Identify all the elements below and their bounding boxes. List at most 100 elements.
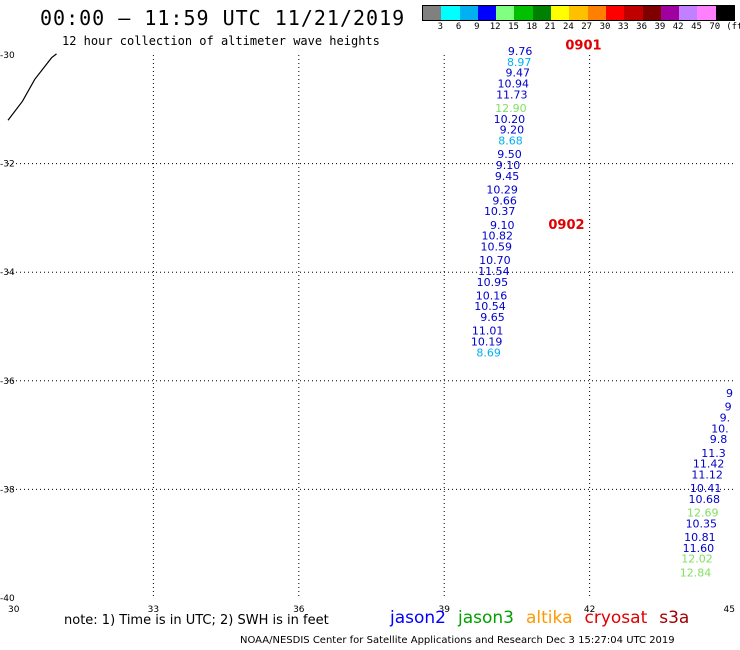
legend-label: 27 [581,22,593,32]
legend-unit: (ft) [726,22,740,32]
x-tick-label: 33 [148,605,159,615]
legend-swatch [679,6,698,20]
wave-height-value: 9. [720,412,731,425]
x-tick-label: 39 [438,605,450,615]
wave-height-value: 10.81 [684,531,716,544]
wave-height-value: 9.76 [508,45,533,58]
y-tick-label: -30 [0,51,15,61]
wave-height-value: 9.10 [490,219,515,232]
satellite-jason3: jason3 [458,608,514,628]
wave-height-value: 9.65 [480,311,505,324]
legend-label: 6 [455,22,462,32]
wave-height-value: 9.45 [495,170,520,183]
legend-label: 42 [672,22,684,32]
wave-height-value: 10.16 [476,289,508,302]
wave-height-value: 9.10 [496,159,521,172]
page-subtitle: 12 hour collection of altimeter wave hei… [62,34,380,48]
wave-height-value: 10.94 [498,78,530,91]
wave-height-value: 10. [711,422,729,435]
wave-height-value: 11.01 [472,325,504,338]
y-tick-label: -32 [0,160,15,170]
satellite-jason2: jason2 [390,608,446,628]
legend-swatch [660,6,680,20]
wave-height-value: 12.69 [687,507,719,520]
wave-height-value: 11.54 [478,265,510,278]
units-note: note: 1) Time is in UTC; 2) SWH is in fe… [64,613,329,628]
wave-height-value: 10.95 [477,276,509,289]
legend-label: 21 [544,22,556,32]
legend-label: 9 [474,22,480,32]
wave-height-value: 10.29 [486,183,518,196]
legend-label: 39 [654,22,666,32]
wave-height-value: 10.19 [471,336,503,349]
legend-label: 15 [508,22,519,32]
wave-height-value: 9.50 [497,148,522,161]
legend-swatch [514,6,533,20]
x-tick-label: 42 [584,605,595,615]
satellite-legend: jason2 jason3 altika cryosat s3a [390,608,701,628]
legend-label: 12 [489,22,501,32]
x-tick-label: 45 [724,605,735,615]
legend-label: 45 [691,22,702,32]
legend-swatch [569,6,588,20]
wave-height-value: 9 [726,387,733,400]
wave-height-value: 9.66 [492,194,517,207]
satellite-altika: altika [526,608,573,628]
legend-swatch [459,6,478,20]
wave-height-value: 10.82 [482,230,514,243]
wave-height-value: 8.68 [498,135,523,148]
wave-height-value: 9.47 [505,67,530,80]
y-tick-label: -38 [0,485,15,495]
y-tick-label: -36 [0,377,15,387]
legend-swatch [441,6,460,20]
legend-swatch [587,6,606,20]
wave-height-value: 10.41 [690,482,722,495]
x-tick-label: 36 [293,605,305,615]
y-tick-label: -40 [0,594,15,604]
legend-label: 33 [617,22,629,32]
legend-swatch [551,6,570,20]
wave-height-value: 9.8 [710,433,728,446]
legend-swatch [423,6,442,20]
wave-height-value: 8.97 [507,56,532,69]
wave-height-value: 11.3 [701,447,726,460]
legend-swatch [477,6,497,20]
wave-height-value: 11.73 [496,88,528,101]
wave-height-value: 12.02 [681,553,713,566]
satellite-cryosat: cryosat [584,608,648,628]
wave-height-value: 9 [725,401,732,414]
legend-swatch [624,6,643,20]
wave-height-value: 9.20 [500,124,525,137]
legend-swatch [697,6,716,20]
legend-swatch [605,6,625,20]
wave-height-value: 10.70 [479,254,511,267]
legend-label: 36 [636,22,648,32]
wave-height-value: 10.20 [494,113,526,126]
wave-height-value: 8.69 [476,346,501,359]
footer-credit: NOAA/NESDIS Center for Satellite Applica… [240,635,675,646]
legend-swatch [715,6,735,20]
legend-label: 24 [562,22,574,32]
page-title: 00:00 — 11:59 UTC 11/21/2019 [40,6,406,30]
wave-height-value: 10.37 [484,205,516,218]
wave-height-value: 12.84 [680,566,712,579]
legend-label: 30 [599,22,611,32]
legend-swatch [532,6,552,20]
wave-height-value: 11.60 [683,542,715,555]
pass-time-label: 0901 [565,39,601,54]
legend-label: 18 [526,22,538,32]
wave-height-value: 10.54 [474,300,506,313]
legend-label: 70 [709,22,721,32]
wave-height-value: 10.68 [688,493,720,506]
wave-height-value: 12.90 [495,102,527,115]
wave-height-value: 10.35 [686,517,718,530]
wave-height-value: 11.12 [691,469,723,482]
wave-height-value: 10.59 [481,240,513,253]
legend-label: 3 [437,22,444,32]
satellite-s3a: s3a [659,608,690,628]
coastline [7,53,57,121]
color-legend [422,5,736,21]
pass-time-label: 0902 [548,218,584,233]
